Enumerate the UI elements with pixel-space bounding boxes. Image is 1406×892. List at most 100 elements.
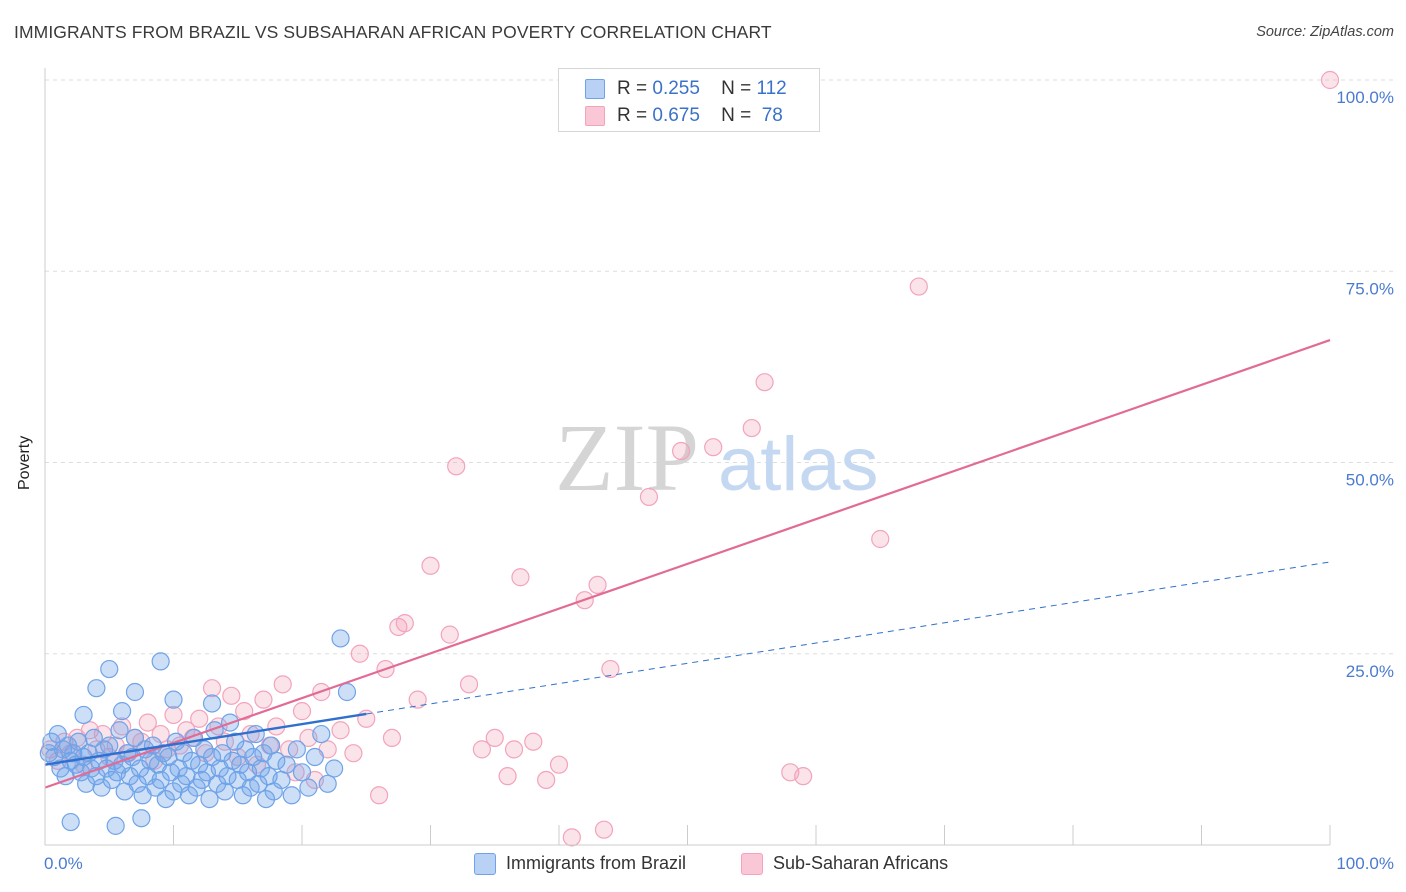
legend-swatch-brazil — [585, 79, 605, 99]
brazil-point — [262, 736, 281, 755]
brazil-point — [246, 724, 265, 744]
legend-n-label: N = — [721, 105, 752, 126]
x-tick-label-min: 0.0% — [44, 854, 83, 873]
y-tick-label-25: 25.0% — [1346, 662, 1394, 681]
brazil-point — [251, 759, 270, 778]
legend-swatch-sub-saharan — [585, 106, 605, 126]
watermark-atlas: atlas — [718, 422, 879, 507]
y-tick-labels: 25.0% 50.0% 75.0% 100.0% — [1336, 88, 1394, 681]
sub-saharan-point — [202, 679, 222, 698]
legend-n-value-brazil: 112 — [756, 78, 787, 99]
trend-line-brazil-solid — [44, 712, 367, 766]
brazil-point — [233, 786, 252, 805]
brazil-point — [120, 767, 139, 786]
brazil-point — [305, 747, 324, 767]
y-tick-label-100: 100.0% — [1336, 88, 1394, 107]
brazil-point — [226, 732, 245, 751]
brazil-point — [292, 763, 312, 782]
sub-saharan-point — [350, 644, 369, 663]
sub-saharan-point — [344, 744, 363, 763]
brazil-point — [331, 629, 350, 648]
brazil-point — [110, 721, 129, 740]
sub-saharan-point — [459, 675, 479, 694]
y-tick-label-75: 75.0% — [1346, 279, 1394, 298]
brazil-point — [208, 774, 227, 793]
sub-saharan-point — [331, 721, 350, 740]
axes — [44, 68, 1331, 846]
brazil-point — [213, 744, 232, 763]
bottom-legend-label-sub-saharan: Sub-Saharan Africans — [773, 853, 949, 873]
bottom-legend-swatch-brazil — [474, 853, 496, 875]
sub-saharan-point — [292, 702, 312, 721]
brazil-point — [287, 740, 306, 759]
brazil-point — [164, 782, 183, 801]
legend-n-value-sub-saharan: 78 — [761, 105, 783, 126]
brazil-point — [100, 736, 119, 755]
sub-saharan-point — [511, 568, 530, 587]
sub-saharan-point — [190, 709, 209, 728]
sub-saharan-point — [588, 575, 607, 595]
sub-saharan-point — [447, 457, 466, 476]
chart-title: IMMIGRANTS FROM BRAZIL VS SUBSAHARAN AFR… — [14, 22, 772, 42]
legend-r-value-brazil: 0.255 — [652, 78, 700, 99]
sub-saharan-point — [408, 690, 427, 709]
sub-saharan-point — [755, 373, 774, 392]
sub-saharan-point — [498, 767, 517, 786]
brazil-point — [64, 744, 83, 763]
brazil-point — [92, 778, 111, 797]
sub-saharan-point — [235, 702, 254, 721]
brazil-point — [325, 759, 344, 778]
brazil-point — [236, 740, 255, 759]
sub-saharan-point — [440, 625, 459, 644]
sub-saharan-point — [504, 740, 524, 759]
legend-r-label: R = — [617, 105, 648, 126]
brazil-point — [312, 724, 331, 744]
brazil-point — [130, 759, 150, 778]
brazil-point — [164, 690, 183, 709]
sub-saharan-point — [537, 770, 556, 790]
sub-saharan-point — [357, 709, 376, 728]
sub-saharan-point — [485, 728, 504, 748]
grid-lines — [45, 79, 1394, 655]
brazil-point — [106, 816, 125, 835]
brazil-point — [179, 786, 199, 805]
brazil-point — [195, 740, 214, 759]
sub-saharan-point — [742, 418, 761, 438]
brazil-point — [84, 728, 103, 748]
legend-text-brazil: R = 0.255 N = 112 — [617, 78, 787, 100]
brazil-point — [156, 789, 175, 809]
bottom-legend-label-brazil: Immigrants from Brazil — [506, 853, 687, 873]
brazil-point — [256, 789, 276, 809]
x-tick-label-max: 100.0% — [1336, 854, 1394, 873]
brazil-point — [61, 812, 80, 832]
sub-saharan-point — [164, 705, 183, 725]
trend-line-brazil-dashed — [366, 561, 1331, 715]
brazil-point — [267, 751, 286, 770]
sub-saharan-point — [524, 732, 543, 751]
sub-saharan-point — [562, 828, 581, 847]
sub-saharan-point — [549, 755, 569, 774]
sub-saharan-point — [1320, 70, 1340, 90]
brazil-point — [151, 770, 170, 790]
sub-saharan-point — [871, 529, 890, 549]
brazil-point — [249, 774, 268, 793]
zipatlas-watermark: ZIP atlas — [555, 404, 879, 511]
sub-saharan-point — [273, 675, 292, 694]
brazil-point — [200, 789, 219, 809]
brazil-point — [174, 744, 193, 763]
brazil-point — [159, 747, 178, 767]
sub-saharan-point — [601, 659, 620, 679]
sub-saharan-point — [370, 786, 389, 805]
brazil-point — [112, 702, 132, 721]
brazil-point — [277, 755, 296, 774]
brazil-point — [318, 774, 337, 793]
sub-saharan-point — [421, 556, 440, 575]
sub-saharan-point — [704, 438, 723, 457]
y-tick-label-50: 50.0% — [1346, 471, 1394, 490]
brazil-point — [74, 705, 93, 725]
bottom-legend-swatch-sub-saharan — [741, 853, 763, 875]
sub-saharan-point — [671, 441, 691, 461]
sub-saharan-point — [909, 277, 928, 296]
legend-r-label: R = — [617, 78, 648, 99]
